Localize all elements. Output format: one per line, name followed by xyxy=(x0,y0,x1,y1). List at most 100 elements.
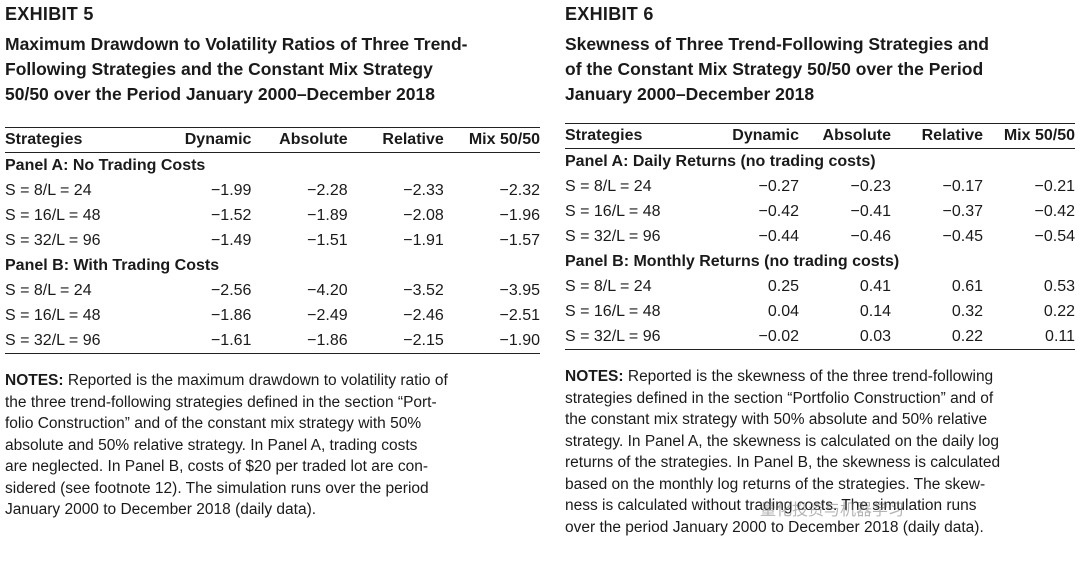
table-cell: S = 16/L = 48 xyxy=(5,206,101,224)
table-cell: −1.89 xyxy=(307,206,348,224)
table-cell: −4.20 xyxy=(307,281,348,299)
table-cell: −0.54 xyxy=(1034,227,1075,245)
table-cell: −2.08 xyxy=(403,206,444,224)
table-cell: −1.91 xyxy=(403,231,444,249)
table-cell: S = 16/L = 48 xyxy=(5,306,101,324)
exhibit-6: EXHIBIT 6 Skewness of Three Trend-Follow… xyxy=(565,0,1075,538)
table-cell: 0.22 xyxy=(891,324,983,350)
table-header-row: Strategies Dynamic Absolute Relative Mix… xyxy=(5,127,540,153)
table-cell: S = 8/L = 24 xyxy=(5,181,92,199)
table-cell: −1.86 xyxy=(251,328,348,354)
notes-label: NOTES: xyxy=(5,372,64,389)
exhibit-6-title-line: Skewness of Three Trend-Following Strate… xyxy=(565,34,989,54)
notes-line: strategy. In Panel A, the skewness is ca… xyxy=(565,432,999,450)
table-row: S = 16/L = 48 0.04 0.14 0.32 0.22 xyxy=(565,299,1075,324)
table-cell: 0.32 xyxy=(951,302,983,320)
notes-line: the three trend-following strategies def… xyxy=(5,393,437,411)
panel-a-title: Panel A: Daily Returns (no trading costs… xyxy=(565,152,876,170)
table-cell: S = 8/L = 24 xyxy=(5,281,92,299)
table-cell: −0.17 xyxy=(942,177,983,195)
panel-b-title: Panel B: With Trading Costs xyxy=(5,256,220,274)
table-cell: 0.25 xyxy=(767,277,799,295)
table-cell: −2.32 xyxy=(499,181,540,199)
exhibit-5-title: Maximum Drawdown to Volatility Ratios of… xyxy=(5,32,540,107)
notes-line: returns of the strategies. In Panel B, t… xyxy=(565,454,1001,471)
exhibit-6-label: EXHIBIT 6 xyxy=(565,4,654,24)
table-row: S = 8/L = 24 −1.99 −2.28 −2.33 −2.32 xyxy=(5,178,540,203)
exhibit-6-title-line: January 2000–December 2018 xyxy=(565,84,815,104)
table-row: S = 16/L = 48 −1.52 −1.89 −2.08 −1.96 xyxy=(5,203,540,228)
table-cell: −0.45 xyxy=(942,227,983,245)
table-cell: −0.44 xyxy=(758,227,799,245)
table-cell: −1.51 xyxy=(307,231,348,249)
table-row: S = 32/L = 96 −0.44 −0.46 −0.45 −0.54 xyxy=(565,224,1075,249)
table-cell: 0.14 xyxy=(859,302,891,320)
table-cell: −1.57 xyxy=(499,231,540,249)
table-cell: −2.28 xyxy=(307,181,348,199)
col-header-relative: Relative xyxy=(347,127,444,153)
notes-line: sidered (see footnote 12). The simulatio… xyxy=(5,479,429,497)
col-header-absolute: Absolute xyxy=(799,123,891,149)
table-cell: −0.21 xyxy=(1034,177,1075,195)
table-cell: −2.51 xyxy=(499,306,540,324)
panel-b-title: Panel B: Monthly Returns (no trading cos… xyxy=(565,252,900,270)
table-cell: −0.46 xyxy=(850,227,891,245)
table-row: S = 8/L = 24 0.25 0.41 0.61 0.53 xyxy=(565,274,1075,299)
table-cell: −1.99 xyxy=(210,181,252,199)
col-header-mix: Mix 50/50 xyxy=(983,123,1075,149)
notes-label: NOTES: xyxy=(565,368,624,385)
table-cell: −2.56 xyxy=(210,281,252,299)
notes-line: over the period January 2000 to December… xyxy=(565,518,984,536)
notes-line: are neglected. In Panel B, costs of $20 … xyxy=(5,458,429,475)
table-cell: 0.11 xyxy=(983,324,1075,350)
notes-line: Reported is the skewness of the three tr… xyxy=(623,368,994,385)
table-row: S = 32/L = 96 −1.49 −1.51 −1.91 −1.57 xyxy=(5,228,540,253)
table-row: S = 16/L = 48 −1.86 −2.49 −2.46 −2.51 xyxy=(5,303,540,328)
table-cell: 0.41 xyxy=(859,277,891,295)
exhibit-6-table: Strategies Dynamic Absolute Relative Mix… xyxy=(565,123,1075,350)
table-row: S = 8/L = 24 −2.56 −4.20 −3.52 −3.95 xyxy=(5,278,540,303)
panel-a-title: Panel A: No Trading Costs xyxy=(5,156,206,174)
col-header-mix: Mix 50/50 xyxy=(443,127,540,153)
exhibit-5-title-line: Following Strategies and the Constant Mi… xyxy=(5,59,433,79)
table-cell: S = 8/L = 24 xyxy=(565,177,652,195)
table-cell: S = 16/L = 48 xyxy=(565,302,661,320)
notes-line: January 2000 to December 2018 (daily dat… xyxy=(5,501,317,518)
table-cell: S = 16/L = 48 xyxy=(565,202,661,220)
table-cell: −1.86 xyxy=(210,306,252,324)
table-cell: −0.42 xyxy=(758,202,799,220)
panel-title-row: Panel A: Daily Returns (no trading costs… xyxy=(565,149,1075,175)
panel-title-row: Panel B: Monthly Returns (no trading cos… xyxy=(565,249,1075,274)
exhibit-6-title: Skewness of Three Trend-Following Strate… xyxy=(565,32,1075,107)
notes-line: based on the monthly log returns of the … xyxy=(565,475,986,493)
table-row: S = 32/L = 96 −1.61 −1.86 −2.15 −1.90 xyxy=(5,328,540,354)
exhibit-5-title-line: 50/50 over the Period January 2000–Decem… xyxy=(5,84,435,104)
table-cell: 0.53 xyxy=(1043,277,1075,295)
table-cell: 0.61 xyxy=(951,277,983,295)
table-cell: −0.41 xyxy=(850,202,891,220)
notes-line: the constant mix strategy with 50% absol… xyxy=(565,411,988,428)
exhibit-5: EXHIBIT 5 Maximum Drawdown to Volatility… xyxy=(5,0,540,521)
table-cell: 0.03 xyxy=(799,324,891,350)
notes-line: strategies defined in the section “Portf… xyxy=(565,389,994,407)
table-cell: 0.04 xyxy=(767,302,799,320)
exhibit-5-label: EXHIBIT 5 xyxy=(5,4,94,24)
table-cell: −2.15 xyxy=(347,328,444,354)
table-cell: −0.02 xyxy=(707,324,799,350)
watermark: 量化投资与机器学习 xyxy=(760,502,905,519)
table-cell: −0.37 xyxy=(942,202,983,220)
exhibit-5-notes: NOTES: Reported is the maximum drawdown … xyxy=(5,370,540,521)
table-cell: S = 32/L = 96 xyxy=(5,231,101,249)
exhibit-6-notes: NOTES: Reported is the skewness of the t… xyxy=(565,366,1075,538)
col-header-relative: Relative xyxy=(891,123,983,149)
col-header-absolute: Absolute xyxy=(251,127,348,153)
table-cell: −1.96 xyxy=(499,206,540,224)
table-cell: −1.49 xyxy=(210,231,252,249)
table-cell: −0.42 xyxy=(1034,202,1075,220)
table-header-row: Strategies Dynamic Absolute Relative Mix… xyxy=(565,123,1075,149)
table-cell: −3.95 xyxy=(499,281,540,299)
table-cell: −2.46 xyxy=(403,306,444,324)
table-cell: −2.49 xyxy=(307,306,348,324)
table-cell: 0.22 xyxy=(1043,302,1075,320)
table-cell: S = 32/L = 96 xyxy=(565,227,661,245)
